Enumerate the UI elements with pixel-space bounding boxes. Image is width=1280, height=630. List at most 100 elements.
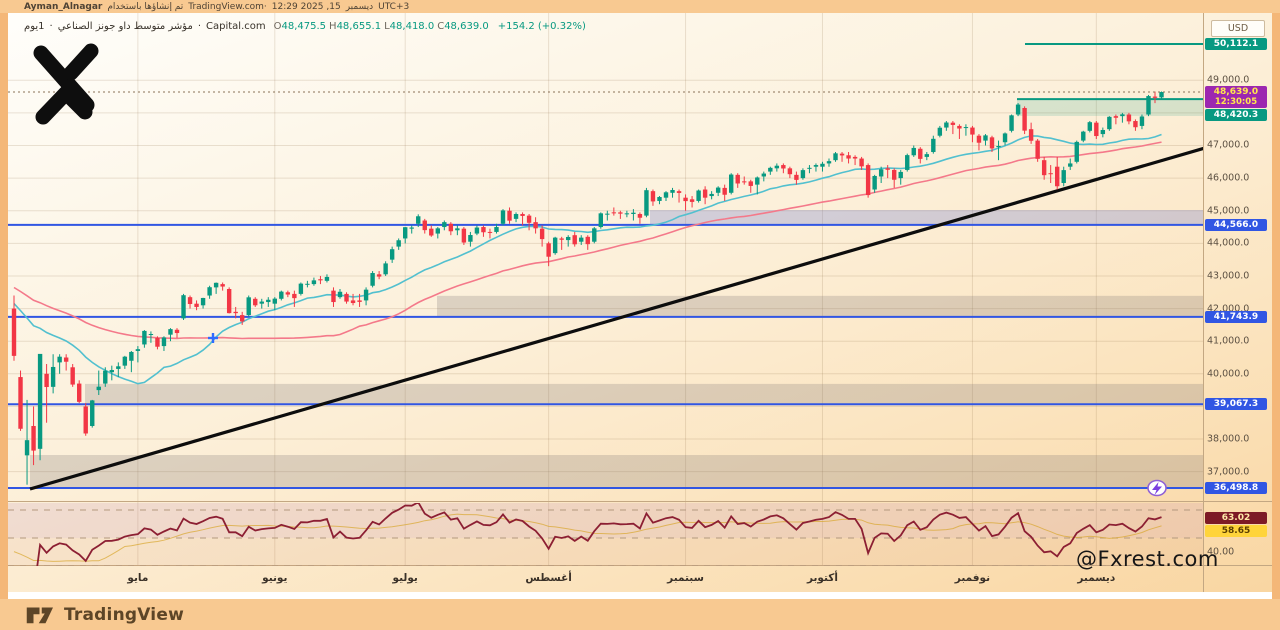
candle-body — [605, 213, 610, 215]
candle-body — [422, 220, 427, 231]
timezone-text: UTC+3 — [378, 1, 410, 12]
candle-body — [448, 223, 454, 232]
candle-body — [592, 228, 597, 242]
candle-body — [611, 212, 617, 214]
candle-body — [579, 237, 584, 242]
candle-body — [1041, 160, 1047, 176]
candle-body — [194, 303, 199, 307]
datetime-text: 12:29 2025 ,15 — [271, 1, 341, 12]
candle-body — [96, 386, 101, 391]
sr-zone — [85, 383, 1203, 405]
rsi-band-low — [8, 538, 1203, 566]
candle-body — [826, 161, 832, 164]
site-text: TradingView.com· — [188, 1, 267, 12]
candle-body — [83, 406, 88, 434]
candle-body — [1087, 122, 1092, 131]
candle-body — [520, 213, 525, 216]
candle-body — [970, 127, 975, 135]
candle-body — [911, 147, 916, 156]
candle-body — [298, 283, 304, 294]
candle-body — [50, 366, 56, 387]
candle-body — [618, 212, 623, 214]
candle-body — [937, 127, 943, 136]
candle-body — [148, 334, 154, 336]
candle-body — [839, 153, 845, 156]
rsi-band — [8, 503, 1203, 538]
candle-body — [1100, 130, 1106, 135]
candle-body — [129, 351, 134, 361]
price-chart-canvas[interactable] — [8, 13, 1272, 592]
candle-body — [1055, 166, 1060, 187]
candle-body — [168, 329, 173, 335]
candle-body — [885, 168, 890, 170]
candle-body — [461, 228, 467, 243]
author-name: Ayman_Alnagar — [24, 1, 103, 12]
candle-body — [533, 222, 538, 229]
candle-body — [924, 154, 929, 157]
candle-body — [24, 440, 30, 456]
candle-body — [944, 122, 949, 128]
candle-body — [1120, 114, 1125, 117]
candle-body — [1015, 104, 1021, 115]
candle-body — [585, 236, 590, 245]
candle-body — [1068, 163, 1073, 167]
candle-body — [748, 181, 753, 186]
candle-body — [1133, 121, 1138, 128]
candle-body — [305, 283, 310, 285]
candle-body — [90, 400, 95, 426]
candle-body — [670, 190, 675, 193]
tradingview-logo-icon — [26, 607, 53, 623]
candle-body — [781, 165, 786, 169]
candle-body — [253, 298, 258, 306]
candle-body — [63, 357, 69, 362]
candle-body — [722, 187, 727, 195]
candle-body — [279, 291, 284, 299]
candle-body — [657, 197, 662, 201]
candle-body — [774, 165, 780, 169]
candle-body — [1113, 116, 1119, 118]
candle-body — [865, 165, 871, 196]
candle-body — [539, 228, 545, 240]
candle-body — [546, 243, 551, 257]
rsi-ma-line — [13, 513, 1162, 562]
candle-body — [794, 174, 799, 180]
candle-body — [403, 227, 408, 239]
candle-body — [507, 210, 512, 221]
candle-body — [1028, 129, 1034, 141]
candle-body — [376, 274, 382, 277]
candle-body — [526, 215, 532, 223]
x-brand-logo-icon — [33, 43, 99, 125]
candle-body — [468, 235, 473, 242]
candle-body — [559, 238, 564, 240]
candle-body — [892, 169, 897, 180]
candle-body — [331, 290, 336, 303]
candle-body — [233, 311, 238, 314]
candle-body — [259, 301, 264, 304]
candle-body — [272, 298, 277, 304]
candle-body — [103, 370, 108, 384]
candle-body — [213, 282, 219, 288]
candles — [11, 91, 1164, 485]
supply-zone — [1017, 99, 1203, 116]
candle-body — [1126, 114, 1132, 122]
candle-body — [833, 153, 838, 161]
candle-body — [852, 156, 858, 159]
candle-body — [696, 190, 701, 201]
candle-body — [1048, 173, 1053, 175]
candle-body — [357, 300, 362, 302]
trendline — [29, 146, 1203, 491]
candle-body — [481, 227, 486, 233]
candle-body — [1152, 96, 1158, 98]
created-with-text: تم إنشاؤها باستخدام — [107, 1, 184, 12]
candle-body — [135, 349, 141, 351]
sr-zone — [30, 455, 1203, 488]
candle-body — [820, 163, 825, 167]
candle-body — [142, 330, 147, 345]
attribution-bar: Ayman_Alnagar تم إنشاؤها باستخدام Tradin… — [0, 0, 1280, 13]
candle-body — [572, 235, 577, 245]
candle-body — [389, 249, 395, 260]
candle-body — [715, 187, 721, 193]
candle-body — [624, 213, 630, 215]
candle-body — [957, 125, 962, 129]
